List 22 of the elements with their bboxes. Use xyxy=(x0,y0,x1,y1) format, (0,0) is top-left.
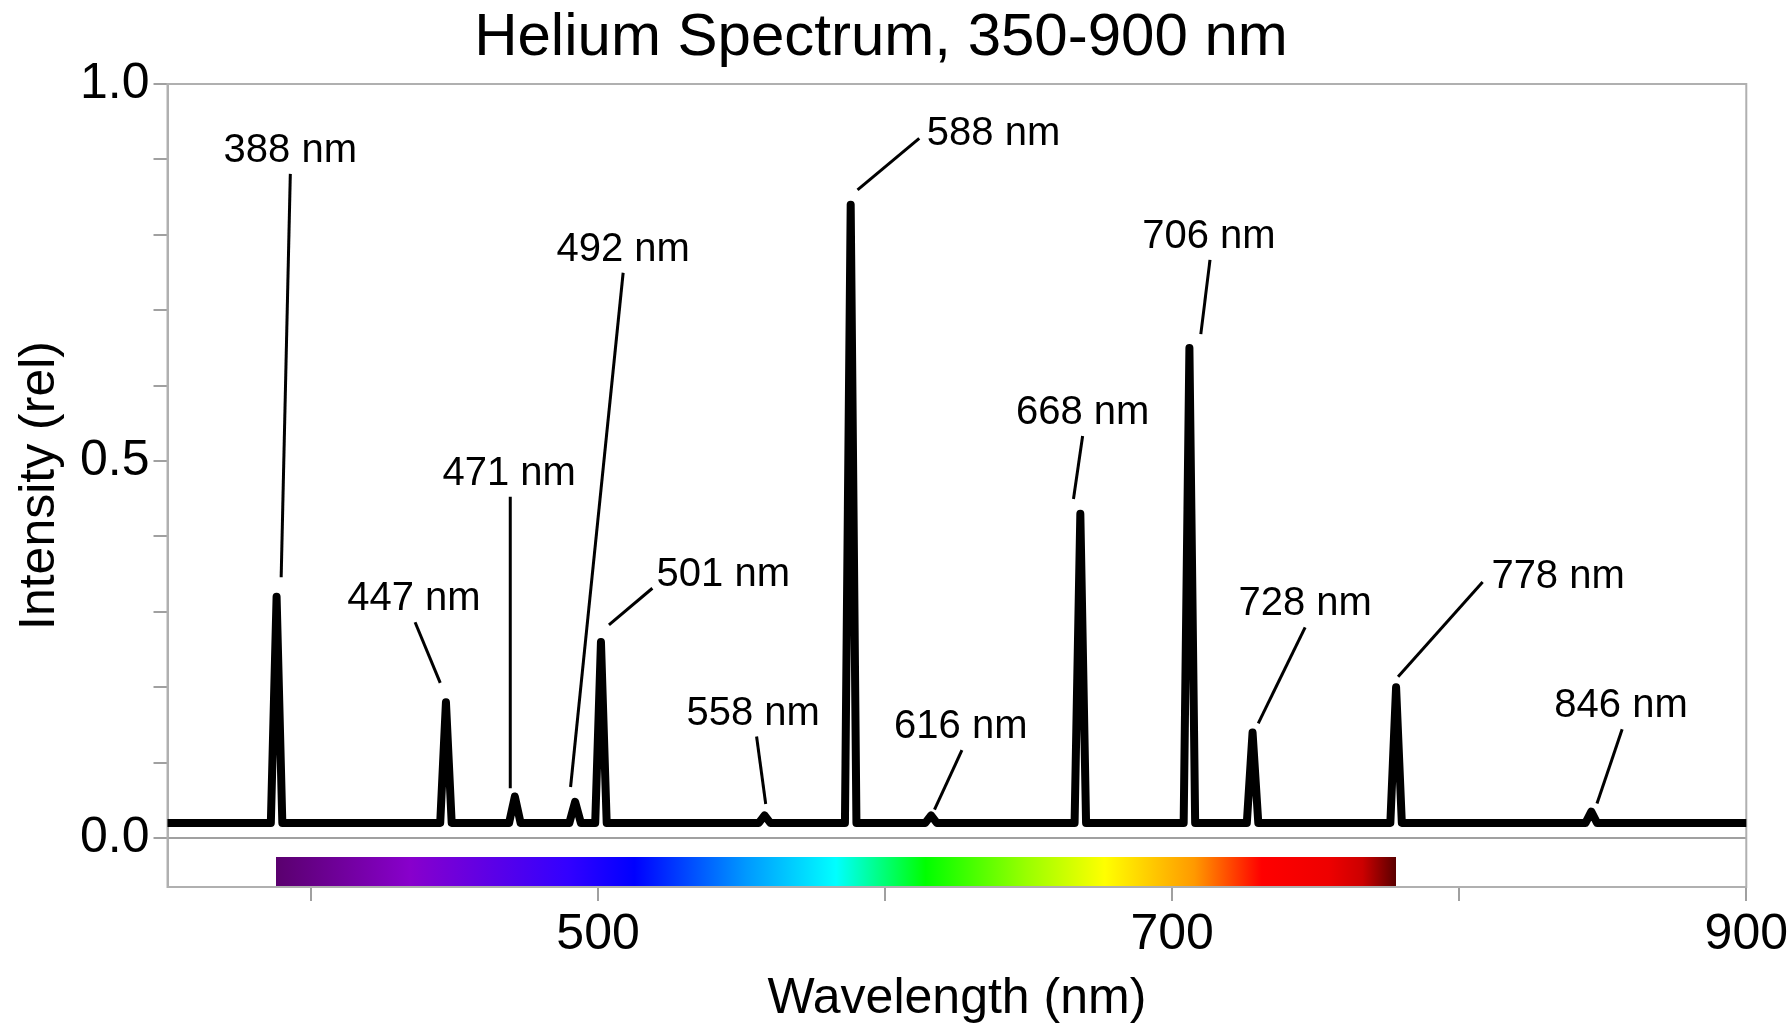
x-tick-label: 900 xyxy=(1704,903,1789,960)
y-tick-label: 0.5 xyxy=(79,429,150,486)
annotation: 778 nm xyxy=(1491,552,1625,597)
x-tick-label: 500 xyxy=(556,903,640,960)
annotation: 447 nm xyxy=(347,574,481,619)
annotation: 501 nm xyxy=(656,549,790,594)
y-tick-label: 0.0 xyxy=(79,806,150,863)
x-tick-label: 700 xyxy=(1130,903,1214,960)
annotation: 616 nm xyxy=(894,702,1028,747)
annotation: 471 nm xyxy=(442,449,576,494)
y-axis-title: Intensity (rel) xyxy=(8,341,65,630)
annotation: 492 nm xyxy=(556,224,690,269)
annotation: 846 nm xyxy=(1554,681,1688,726)
y-tick-label: 1.0 xyxy=(79,52,150,109)
chart-title: Helium Spectrum, 350-900 nm xyxy=(474,0,1288,68)
annotation: 588 nm xyxy=(926,108,1061,153)
annotation: 668 nm xyxy=(1015,388,1150,433)
x-axis-title: Wavelength (nm) xyxy=(767,967,1147,1024)
annotation: 388 nm xyxy=(223,126,358,171)
annotation: 706 nm xyxy=(1142,212,1276,257)
annotation: 728 nm xyxy=(1238,579,1372,624)
annotation: 558 nm xyxy=(686,688,820,733)
